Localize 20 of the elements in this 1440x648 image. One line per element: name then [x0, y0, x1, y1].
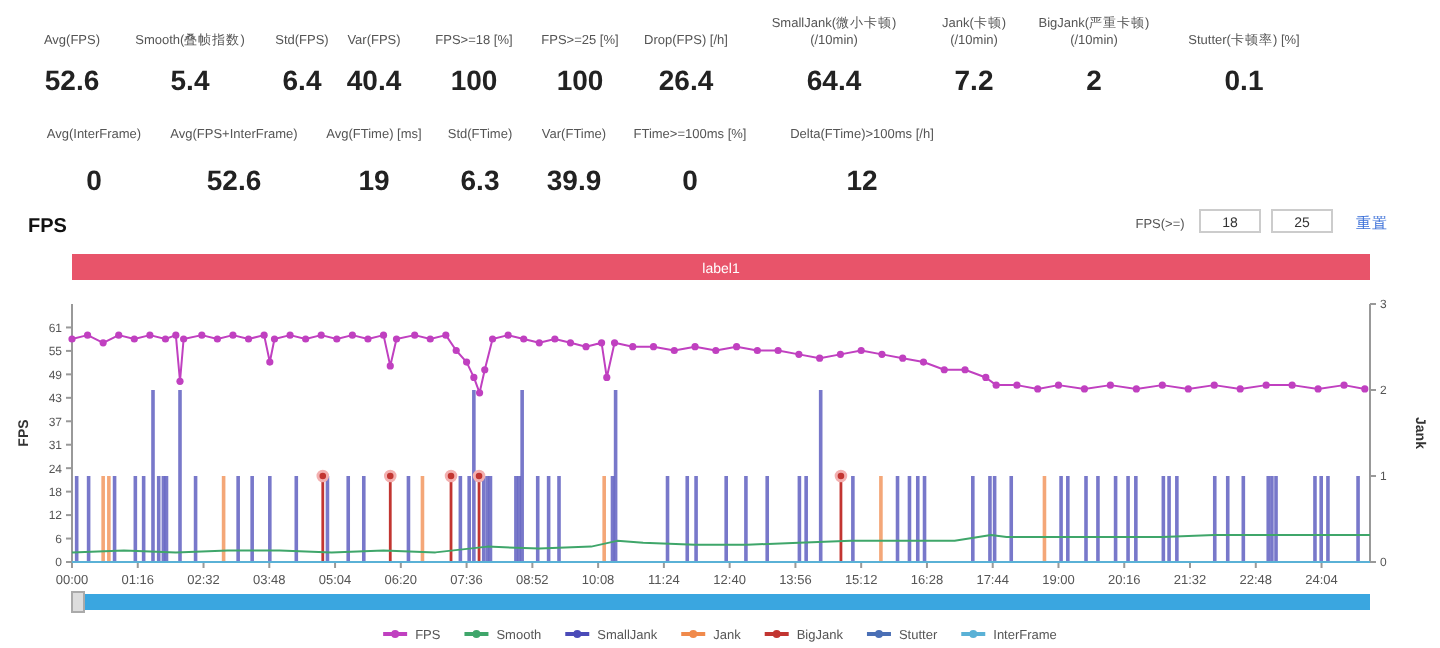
- data-label: 2: [1086, 64, 1103, 96]
- data-label: 100: [556, 64, 604, 96]
- chart-title: FPS: [28, 216, 68, 238]
- data-label: 100: [450, 64, 498, 96]
- data-label: 0.1: [1224, 64, 1264, 96]
- data-label: 40.4: [346, 64, 402, 96]
- data-label: 12: [846, 164, 878, 196]
- data-label: 7.2: [954, 64, 994, 96]
- data-label: 6.3: [460, 164, 500, 196]
- data-label: 0: [682, 164, 699, 196]
- data-label: 52.6: [206, 164, 262, 196]
- line-series: [71, 534, 1371, 554]
- data-label: 6.4: [282, 64, 322, 96]
- data-label: 64.4: [806, 64, 862, 96]
- data-label: 39.9: [546, 164, 602, 196]
- data-label: 5.4: [170, 64, 210, 96]
- data-label: 26.4: [658, 64, 714, 96]
- data-label: 19: [358, 164, 390, 196]
- data-label: 0: [86, 164, 103, 196]
- data-label: 52.6: [44, 64, 100, 96]
